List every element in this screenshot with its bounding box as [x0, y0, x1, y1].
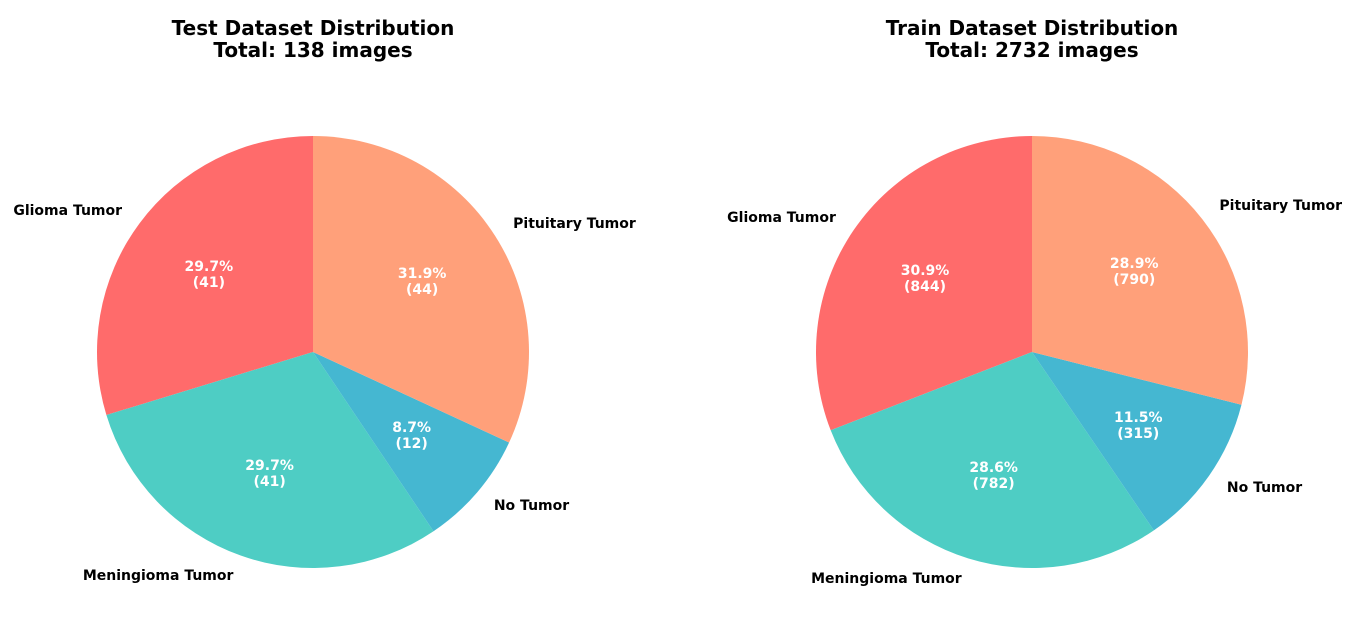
- chart-subtitle: Total: 138 images: [213, 38, 413, 62]
- category-label: No Tumor: [1226, 479, 1303, 496]
- category-label: Pituitary Tumor: [1219, 197, 1343, 214]
- category-label: Meningioma Tumor: [82, 567, 234, 584]
- value-label: 8.7% (12): [392, 420, 432, 453]
- pie-slice: [830, 352, 1154, 568]
- category-label: No Tumor: [493, 498, 570, 515]
- value-label: 30.9% (844): [900, 262, 950, 295]
- pie-slice: [97, 136, 314, 415]
- value-label: 31.9% (44): [397, 266, 447, 299]
- pie-slice: [313, 136, 530, 443]
- value-label: 29.7% (41): [245, 458, 294, 491]
- pie-slice: [106, 352, 434, 569]
- pie-slice: [816, 136, 1032, 431]
- chart-title: Train Dataset Distribution: [885, 16, 1179, 40]
- value-label: 29.7% (41): [184, 258, 234, 291]
- category-label: Pituitary Tumor: [513, 215, 636, 232]
- value-label: 11.5% (315): [1113, 410, 1163, 443]
- chart-title: Test Dataset Distribution: [171, 16, 455, 40]
- category-label: Meningioma Tumor: [811, 570, 962, 587]
- value-label: 28.9% (790): [1109, 256, 1159, 289]
- pie-slice: [1032, 352, 1242, 531]
- chart-subtitle: Total: 2732 images: [925, 38, 1139, 62]
- category-label: Glioma Tumor: [727, 209, 836, 226]
- pie-slice: [1032, 136, 1248, 405]
- value-label: 28.6% (782): [969, 459, 1018, 492]
- category-label: Glioma Tumor: [13, 202, 123, 219]
- pie-slice: [313, 352, 510, 532]
